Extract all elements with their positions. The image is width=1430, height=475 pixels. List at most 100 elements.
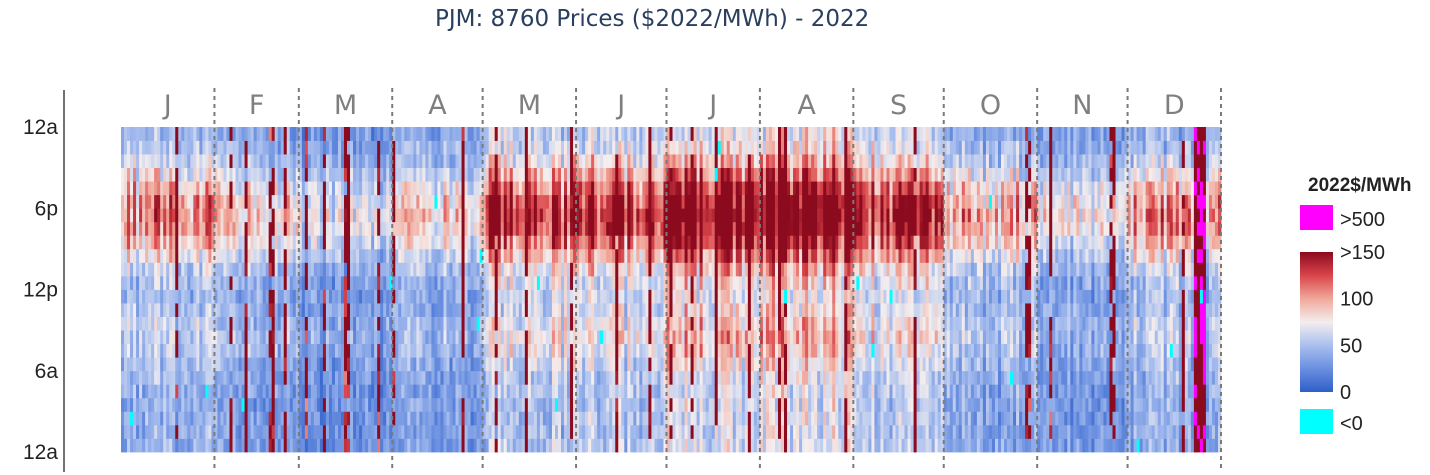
heatmap-cell (413, 167, 417, 182)
heatmap-cell (672, 357, 676, 372)
heatmap-cell (235, 235, 239, 250)
heatmap-cell (455, 411, 459, 426)
heatmap-cell (193, 384, 197, 399)
heatmap-cell (732, 194, 737, 209)
heatmap-cell (307, 208, 312, 223)
heatmap-cell (229, 438, 233, 453)
heatmap-cell (356, 384, 360, 399)
heatmap-cell (588, 330, 592, 345)
heatmap-cell (359, 275, 363, 290)
heatmap-cell (461, 181, 465, 196)
heatmap-cell (121, 370, 125, 385)
heatmap-cell (648, 330, 652, 345)
heatmap-cell (121, 303, 125, 317)
heatmap-cell (298, 316, 303, 331)
heatmap-cell (645, 330, 649, 345)
heatmap-cell (612, 343, 616, 358)
heatmap-cell (304, 181, 309, 196)
heatmap-cell (431, 343, 435, 358)
heatmap-cell (365, 438, 369, 453)
heatmap-cell (744, 248, 749, 263)
heatmap-cell (570, 235, 574, 250)
heatmap-cell (380, 248, 384, 263)
heatmap-cell (612, 154, 616, 169)
heatmap-cell (232, 343, 236, 358)
heatmap-cell (292, 181, 297, 196)
heatmap-cell (627, 248, 631, 263)
heatmap-cell (253, 248, 258, 263)
heatmap-cell (612, 167, 616, 182)
heatmap-cell (328, 221, 333, 236)
heatmap-cell (548, 438, 553, 453)
heatmap-cell (687, 343, 691, 358)
heatmap-cell (573, 397, 577, 412)
heatmap-cell (283, 343, 288, 358)
heatmap-cell (428, 235, 432, 250)
heatmap-cell (657, 262, 661, 277)
heatmap-cell (693, 357, 698, 372)
heatmap-cell (669, 181, 673, 196)
heatmap-cell (690, 167, 694, 182)
heatmap-cell (322, 370, 327, 385)
heatmap-cell (645, 397, 649, 412)
heatmap-cell (193, 357, 197, 372)
heatmap-cell (328, 181, 333, 196)
heatmap-cell (717, 438, 722, 453)
heatmap-cell (145, 343, 149, 358)
heatmap-cell (597, 384, 601, 399)
heatmap-cell (681, 370, 685, 385)
heatmap-cell (431, 303, 435, 317)
heatmap-cell (130, 357, 134, 372)
heatmap-cell (633, 397, 637, 412)
heatmap-cell (603, 424, 607, 439)
heatmap-cell (678, 235, 682, 250)
heatmap-cell (325, 140, 330, 155)
heatmap-cell (491, 275, 496, 290)
heatmap-cell (687, 438, 691, 453)
heatmap-cell (708, 289, 713, 304)
heatmap-cell (298, 330, 303, 345)
heatmap-cell (606, 167, 610, 182)
heatmap-cell (545, 370, 550, 385)
heatmap-cell (488, 397, 493, 412)
heatmap-cell (121, 316, 125, 331)
heatmap-cell (461, 208, 465, 223)
heatmap-cell (199, 262, 203, 277)
heatmap-cell (455, 208, 459, 223)
heatmap-cell (579, 370, 583, 385)
heatmap-cell (476, 235, 481, 250)
heatmap-cell (539, 438, 544, 453)
heatmap-cell (205, 438, 209, 453)
heatmap-cell (205, 262, 209, 277)
heatmap-cell (316, 316, 321, 331)
heatmap-cell (476, 343, 481, 358)
heatmap-cell (121, 411, 125, 426)
heatmap-cell (337, 316, 342, 331)
heatmap-cell (609, 154, 613, 169)
heatmap-cell (169, 181, 173, 196)
heatmap-cell (434, 154, 438, 169)
heatmap-cell (458, 275, 462, 290)
heatmap-cell (292, 384, 297, 399)
heatmap-cell (142, 262, 146, 277)
heatmap-cell (542, 262, 547, 277)
heatmap-cell (615, 140, 619, 155)
heatmap-cell (344, 384, 348, 399)
heatmap-cell (488, 262, 493, 277)
heatmap-cell (434, 303, 438, 317)
heatmap-cell (295, 303, 300, 317)
heatmap-cell (735, 357, 740, 372)
heatmap-cell (561, 140, 565, 155)
heatmap-cell (241, 248, 245, 263)
heatmap-cell (515, 370, 520, 385)
heatmap-cell (482, 181, 487, 196)
heatmap-cell (564, 303, 568, 317)
heatmap-cell (636, 140, 640, 155)
heatmap-cell (690, 275, 694, 290)
heatmap-cell (548, 330, 553, 345)
heatmap-cell (675, 194, 679, 209)
heatmap-cell (178, 154, 182, 169)
heatmap-cell (723, 221, 728, 236)
heatmap-cell (500, 289, 505, 304)
heatmap-cell (473, 411, 478, 426)
